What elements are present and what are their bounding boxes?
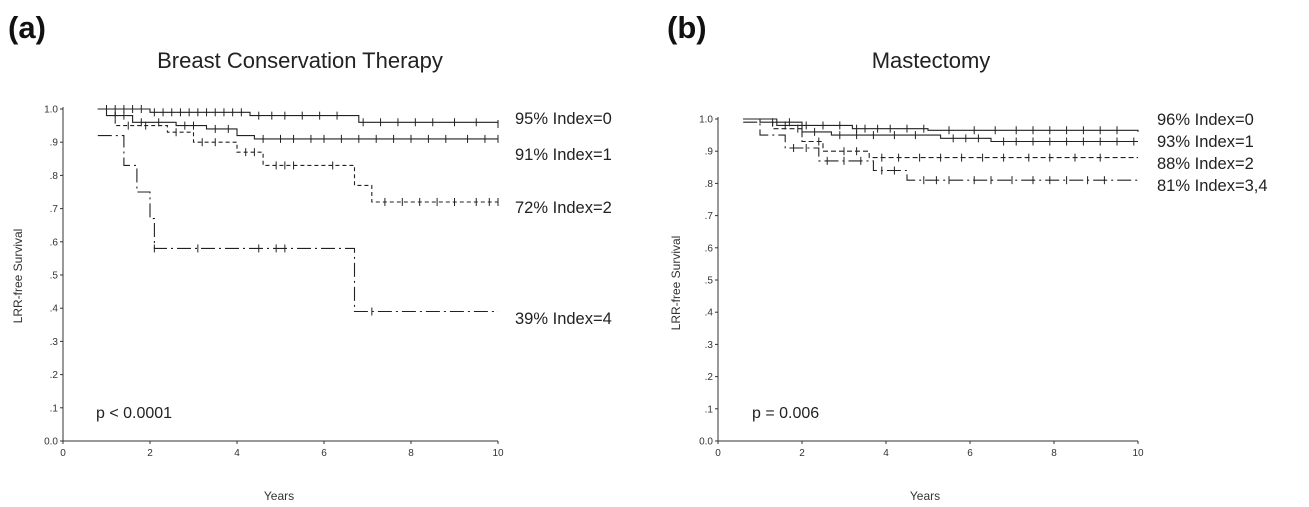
panel-b-x-tick-label: 2 xyxy=(799,448,805,459)
panel-b-y-tick-label: .9 xyxy=(705,147,714,158)
panel-b-y-tick-label: .3 xyxy=(705,340,714,351)
panel-b-plot: 0.0 .1 .2 .3 .4 .5 .6 .7 .8 .9 1.0 0 2 4 6 8 10 96% Index… xyxy=(699,111,1267,459)
plot-layer: 0.0 .1 .2 .3 .4 .5 .6 .7 .8 .9 1.0 0 2 4 6 8 10 95% Index… xyxy=(44,105,1267,460)
panel-a-x-tick-label: 6 xyxy=(321,448,327,459)
panel-b-p-value: p = 0.006 xyxy=(752,405,819,422)
panel-b-series-3-label: 81% Index=3,4 xyxy=(1157,177,1268,195)
panel-a-series-0-curve xyxy=(97,108,499,124)
panel-b-x-axis-title: Years xyxy=(910,489,940,503)
panel-b-series-0-curve xyxy=(743,118,1139,132)
panel-b-series-2-label: 88% Index=2 xyxy=(1157,155,1254,173)
panel-a-series-3-label: 39% Index=4 xyxy=(515,310,612,328)
panel-b-x-tick-label: 10 xyxy=(1132,448,1144,459)
panel-b-letter: (b) xyxy=(667,10,707,45)
panel-b-x-tick-label: 8 xyxy=(1051,448,1057,459)
panel-a-x-axis-title: Years xyxy=(264,489,294,503)
panel-a-x-tick-label: 0 xyxy=(60,448,66,459)
panel-b-y-tick-label: .2 xyxy=(705,372,714,383)
panel-a-y-tick-label: .6 xyxy=(50,237,59,248)
panel-a-series-2-curve xyxy=(97,108,498,203)
panel-b-y-axis-title: LRR-free Survival xyxy=(669,236,683,331)
panel-a-y-tick-label: 0.0 xyxy=(44,437,58,448)
panel-a-series-3-curve xyxy=(97,135,498,313)
panel-b-series-0-label: 96% Index=0 xyxy=(1157,111,1254,129)
panel-b-y-tick-label: .4 xyxy=(705,308,714,319)
panel-b-x-tick-label: 4 xyxy=(883,448,889,459)
panel-a-y-tick-label: .8 xyxy=(50,171,59,182)
panel-b-y-tick-label: .7 xyxy=(705,211,714,222)
panel-b-series-3-curve xyxy=(743,121,1138,181)
panel-a-plot: 0.0 .1 .2 .3 .4 .5 .6 .7 .8 .9 1.0 0 2 4 6 8 10 95% Index… xyxy=(44,105,612,460)
panel-a-series-1-curve xyxy=(97,108,498,140)
panel-b-series-2-curve xyxy=(743,118,1138,159)
panel-a-y-tick-label: .5 xyxy=(50,271,59,282)
panel-b-title: Mastectomy xyxy=(872,48,991,73)
panel-a-y-tick-label: .3 xyxy=(50,337,59,348)
panel-b-y-tick-label: .6 xyxy=(705,243,714,254)
panel-a-y-tick-label: .9 xyxy=(50,138,59,149)
panel-a-x-tick-label: 4 xyxy=(234,448,240,459)
panel-a-y-tick-label: .4 xyxy=(50,304,59,315)
panel-a-y-tick-label: 1.0 xyxy=(44,105,58,116)
panel-a-title: Breast Conservation Therapy xyxy=(157,48,443,73)
panel-b-x-tick-label: 0 xyxy=(715,448,721,459)
panel-b-y-tick-label: 0.0 xyxy=(699,437,713,448)
panel-a-y-tick-label: .2 xyxy=(50,370,59,381)
panel-b-x-tick-label: 6 xyxy=(967,448,973,459)
panel-b-y-tick-label: 1.0 xyxy=(699,115,713,126)
panel-b-series-1-curve xyxy=(743,118,1138,143)
panel-a-y-tick-label: .7 xyxy=(50,204,59,215)
panel-a-y-tick-label: .1 xyxy=(50,403,59,414)
panel-a-p-value: p < 0.0001 xyxy=(96,405,172,422)
panel-a-series-2-label: 72% Index=2 xyxy=(515,199,612,217)
panel-a-x-tick-label: 2 xyxy=(147,448,153,459)
panel-b-y-tick-label: .8 xyxy=(705,179,714,190)
panel-b-y-tick-label: .1 xyxy=(705,404,714,415)
panel-a-series-0-label: 95% Index=0 xyxy=(515,110,612,128)
panel-a-x-tick-label: 10 xyxy=(492,448,504,459)
panel-a-series-1-label: 91% Index=1 xyxy=(515,146,612,164)
panel-b-y-tick-label: .5 xyxy=(705,276,714,287)
panel-a-x-tick-label: 8 xyxy=(408,448,414,459)
panel-b-series-1-label: 93% Index=1 xyxy=(1157,133,1254,151)
panel-a-y-axis-title: LRR-free Survival xyxy=(11,229,25,324)
panel-a-letter: (a) xyxy=(8,10,46,45)
